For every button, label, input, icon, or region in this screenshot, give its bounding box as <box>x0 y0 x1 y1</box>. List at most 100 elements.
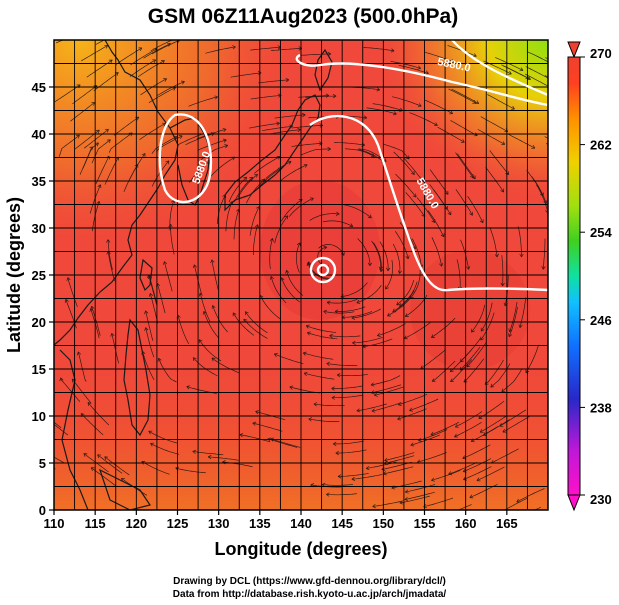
streamline <box>198 339 222 362</box>
y-axis-ticks: 0 5 10 15 20 25 30 35 40 45 <box>32 80 54 518</box>
streamline <box>344 148 375 157</box>
streamline-arrowhead <box>302 351 307 356</box>
streamline <box>288 197 314 217</box>
streamline-arrowhead <box>501 388 506 393</box>
streamline <box>115 47 143 65</box>
streamline <box>71 378 92 404</box>
streamline <box>351 474 383 480</box>
streamline <box>113 116 139 136</box>
streamline <box>484 359 504 385</box>
y-tick-label: 45 <box>32 80 46 95</box>
streamline <box>352 337 383 344</box>
streamline-arrowhead <box>224 144 229 149</box>
streamline-arrowhead <box>384 457 388 462</box>
streamline-arrowhead <box>335 211 340 216</box>
streamline-arrowhead <box>351 315 356 320</box>
streamline-arrowhead <box>119 30 123 33</box>
x-tick-label: 160 <box>455 516 477 531</box>
streamline-arrowhead <box>331 395 336 400</box>
streamline-arrowhead <box>531 145 536 149</box>
streamline <box>501 255 504 286</box>
streamline-arrowhead <box>285 77 290 83</box>
streamline <box>525 344 539 373</box>
streamline-arrowhead <box>64 299 69 303</box>
streamline <box>373 242 382 272</box>
streamline-arrowhead <box>106 139 111 144</box>
streamline <box>164 261 173 292</box>
streamline-arrowhead <box>144 327 149 332</box>
streamline-arrowhead <box>115 26 119 29</box>
streamline <box>504 275 509 307</box>
streamline-arrowhead <box>469 174 474 179</box>
streamline <box>108 132 133 153</box>
streamline <box>274 353 304 365</box>
x-tick-label: 110 <box>44 516 65 531</box>
streamline <box>262 125 293 132</box>
streamline-arrowhead <box>297 127 301 133</box>
streamline-arrowhead <box>254 224 259 229</box>
streamline-arrowhead <box>390 48 395 53</box>
streamline-arrowhead <box>91 101 96 106</box>
x-tick-label: 155 <box>414 516 436 531</box>
colorbar-tick-label: 230 <box>590 492 612 507</box>
streamline-arrowhead <box>409 407 414 412</box>
streamline <box>462 444 491 459</box>
streamline <box>485 166 504 193</box>
streamline <box>487 94 515 110</box>
streamline <box>188 96 218 107</box>
streamline <box>427 210 445 237</box>
streamline <box>362 338 393 348</box>
streamline <box>129 59 156 77</box>
streamline <box>423 497 454 508</box>
streamline <box>395 173 417 198</box>
streamline <box>192 357 218 377</box>
streamline <box>54 421 62 429</box>
streamline <box>409 398 439 411</box>
streamline-arrowhead <box>309 197 314 202</box>
streamline <box>503 497 528 510</box>
streamline <box>249 206 260 236</box>
streamline <box>60 377 81 402</box>
streamline <box>250 94 282 100</box>
streamline-arrowhead <box>104 44 109 49</box>
streamline <box>450 359 472 382</box>
coastlines <box>54 40 333 510</box>
streamline-arrowhead <box>243 176 248 181</box>
streamline <box>334 306 366 312</box>
streamline-arrowhead <box>356 408 361 413</box>
streamline <box>259 295 281 319</box>
streamline <box>507 133 536 149</box>
streamline <box>451 88 479 104</box>
streamline-arrowhead <box>367 214 372 219</box>
streamline-arrowhead <box>463 476 467 481</box>
streamline-arrowhead <box>148 293 154 297</box>
streamline-arrowhead <box>26 460 30 463</box>
streamline-arrowhead <box>448 471 453 476</box>
streamline <box>322 484 353 486</box>
streamline <box>370 375 401 386</box>
streamline-arrowhead <box>367 262 373 266</box>
streamline-arrowhead <box>334 309 339 314</box>
streamline <box>216 194 226 225</box>
streamline-arrowhead <box>66 277 71 281</box>
streamline <box>525 66 548 79</box>
streamline <box>83 128 109 149</box>
streamline <box>455 411 483 428</box>
streamline-arrowhead <box>500 188 505 193</box>
streamline <box>104 456 130 476</box>
streamline-arrowhead <box>331 386 335 391</box>
y-tick-label: 40 <box>32 127 46 142</box>
streamline-arrowhead <box>280 277 285 282</box>
streamline-arrowhead <box>490 383 495 388</box>
streamline <box>210 156 235 177</box>
streamline <box>233 208 240 240</box>
streamline <box>457 153 476 180</box>
streamline-arrowhead <box>325 93 330 98</box>
x-axis-ticks: 110 115 120 125 130 135 140 145 150 155 160 165 <box>44 510 518 531</box>
mainland-coast <box>54 40 179 346</box>
streamline <box>463 358 485 383</box>
credit-data: Data from http://database.rish.kyoto-u.a… <box>172 589 447 600</box>
streamline <box>397 408 427 420</box>
streamline-arrowhead <box>83 453 88 457</box>
